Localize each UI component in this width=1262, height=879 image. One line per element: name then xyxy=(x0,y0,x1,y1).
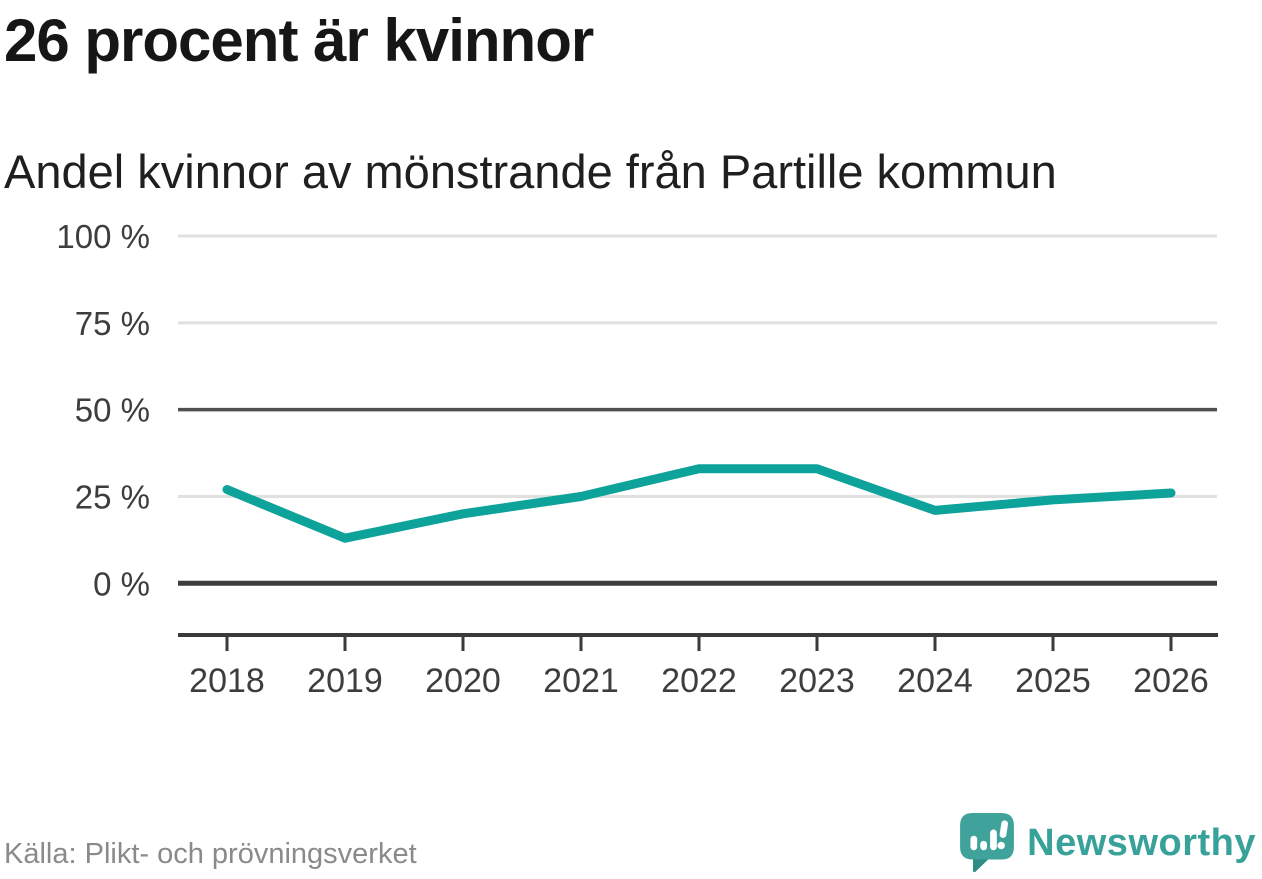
y-axis-label: 75 % xyxy=(75,305,150,342)
x-axis-label: 2026 xyxy=(1133,662,1209,700)
x-axis-label: 2021 xyxy=(543,662,619,700)
y-axis-label: 50 % xyxy=(75,392,150,429)
newsworthy-logo-icon xyxy=(960,813,1015,873)
y-axis-label: 100 % xyxy=(56,218,150,255)
x-axis-label: 2023 xyxy=(779,662,855,700)
x-axis-label: 2020 xyxy=(425,662,501,700)
x-axis-label: 2025 xyxy=(1015,662,1091,700)
data-line-series xyxy=(222,464,1176,543)
source-caption: Källa: Plikt- och prövningsverket xyxy=(4,838,417,870)
newsworthy-wordmark: Newsworthy xyxy=(1027,821,1256,864)
x-axis-label: 2018 xyxy=(189,662,265,700)
chart-title: 26 procent är kvinnor xyxy=(4,7,594,74)
chart-subtitle: Andel kvinnor av mönstrande från Partill… xyxy=(4,145,1057,198)
x-axis-label: 2019 xyxy=(307,662,383,700)
newsworthy-brand: Newsworthy xyxy=(960,813,1256,873)
x-axis-label: 2024 xyxy=(897,662,973,700)
x-axis-label: 2022 xyxy=(661,662,737,700)
y-axis-label: 0 % xyxy=(93,565,150,602)
y-axis-label: 25 % xyxy=(75,478,150,515)
